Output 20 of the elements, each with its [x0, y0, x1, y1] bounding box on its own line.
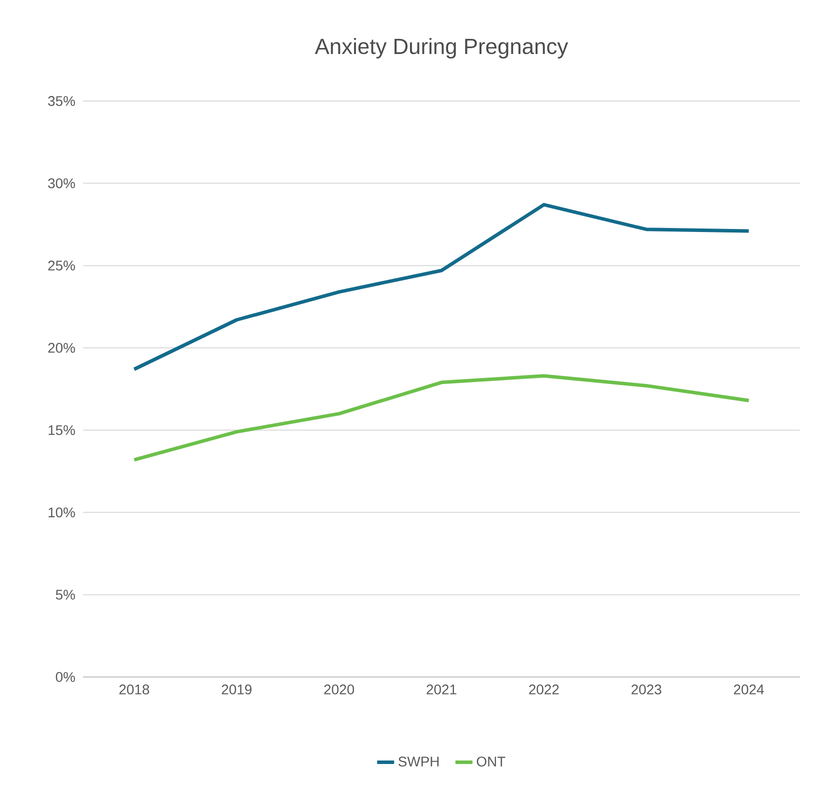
- line-series: [132, 374, 751, 462]
- y-tick-label: 0%: [56, 672, 75, 682]
- y-tick-label: 10%: [48, 507, 75, 518]
- x-tick-label: 2024: [734, 684, 764, 694]
- chart-title: Anxiety During Pregnancy: [314, 38, 568, 58]
- y-tick-label: 5%: [56, 590, 75, 600]
- y-tick-label: 30%: [48, 178, 75, 188]
- y-tick-label: 15%: [48, 425, 75, 436]
- y-tick-label: 35%: [48, 96, 75, 106]
- x-tick-label: 2020: [324, 684, 354, 694]
- y-tick-label: 20%: [48, 342, 75, 353]
- y-tick-label: 25%: [48, 260, 75, 271]
- x-tick-label: 2018: [119, 684, 150, 694]
- x-tick-label: 2019: [222, 684, 252, 694]
- x-tick-label: 2022: [529, 684, 559, 694]
- legend-label: SWPH: [398, 756, 439, 767]
- x-tick-label: 2023: [632, 684, 662, 694]
- x-tick-label: 2021: [426, 684, 456, 694]
- legend-label: ONT: [476, 756, 506, 767]
- line-series: [132, 202, 751, 371]
